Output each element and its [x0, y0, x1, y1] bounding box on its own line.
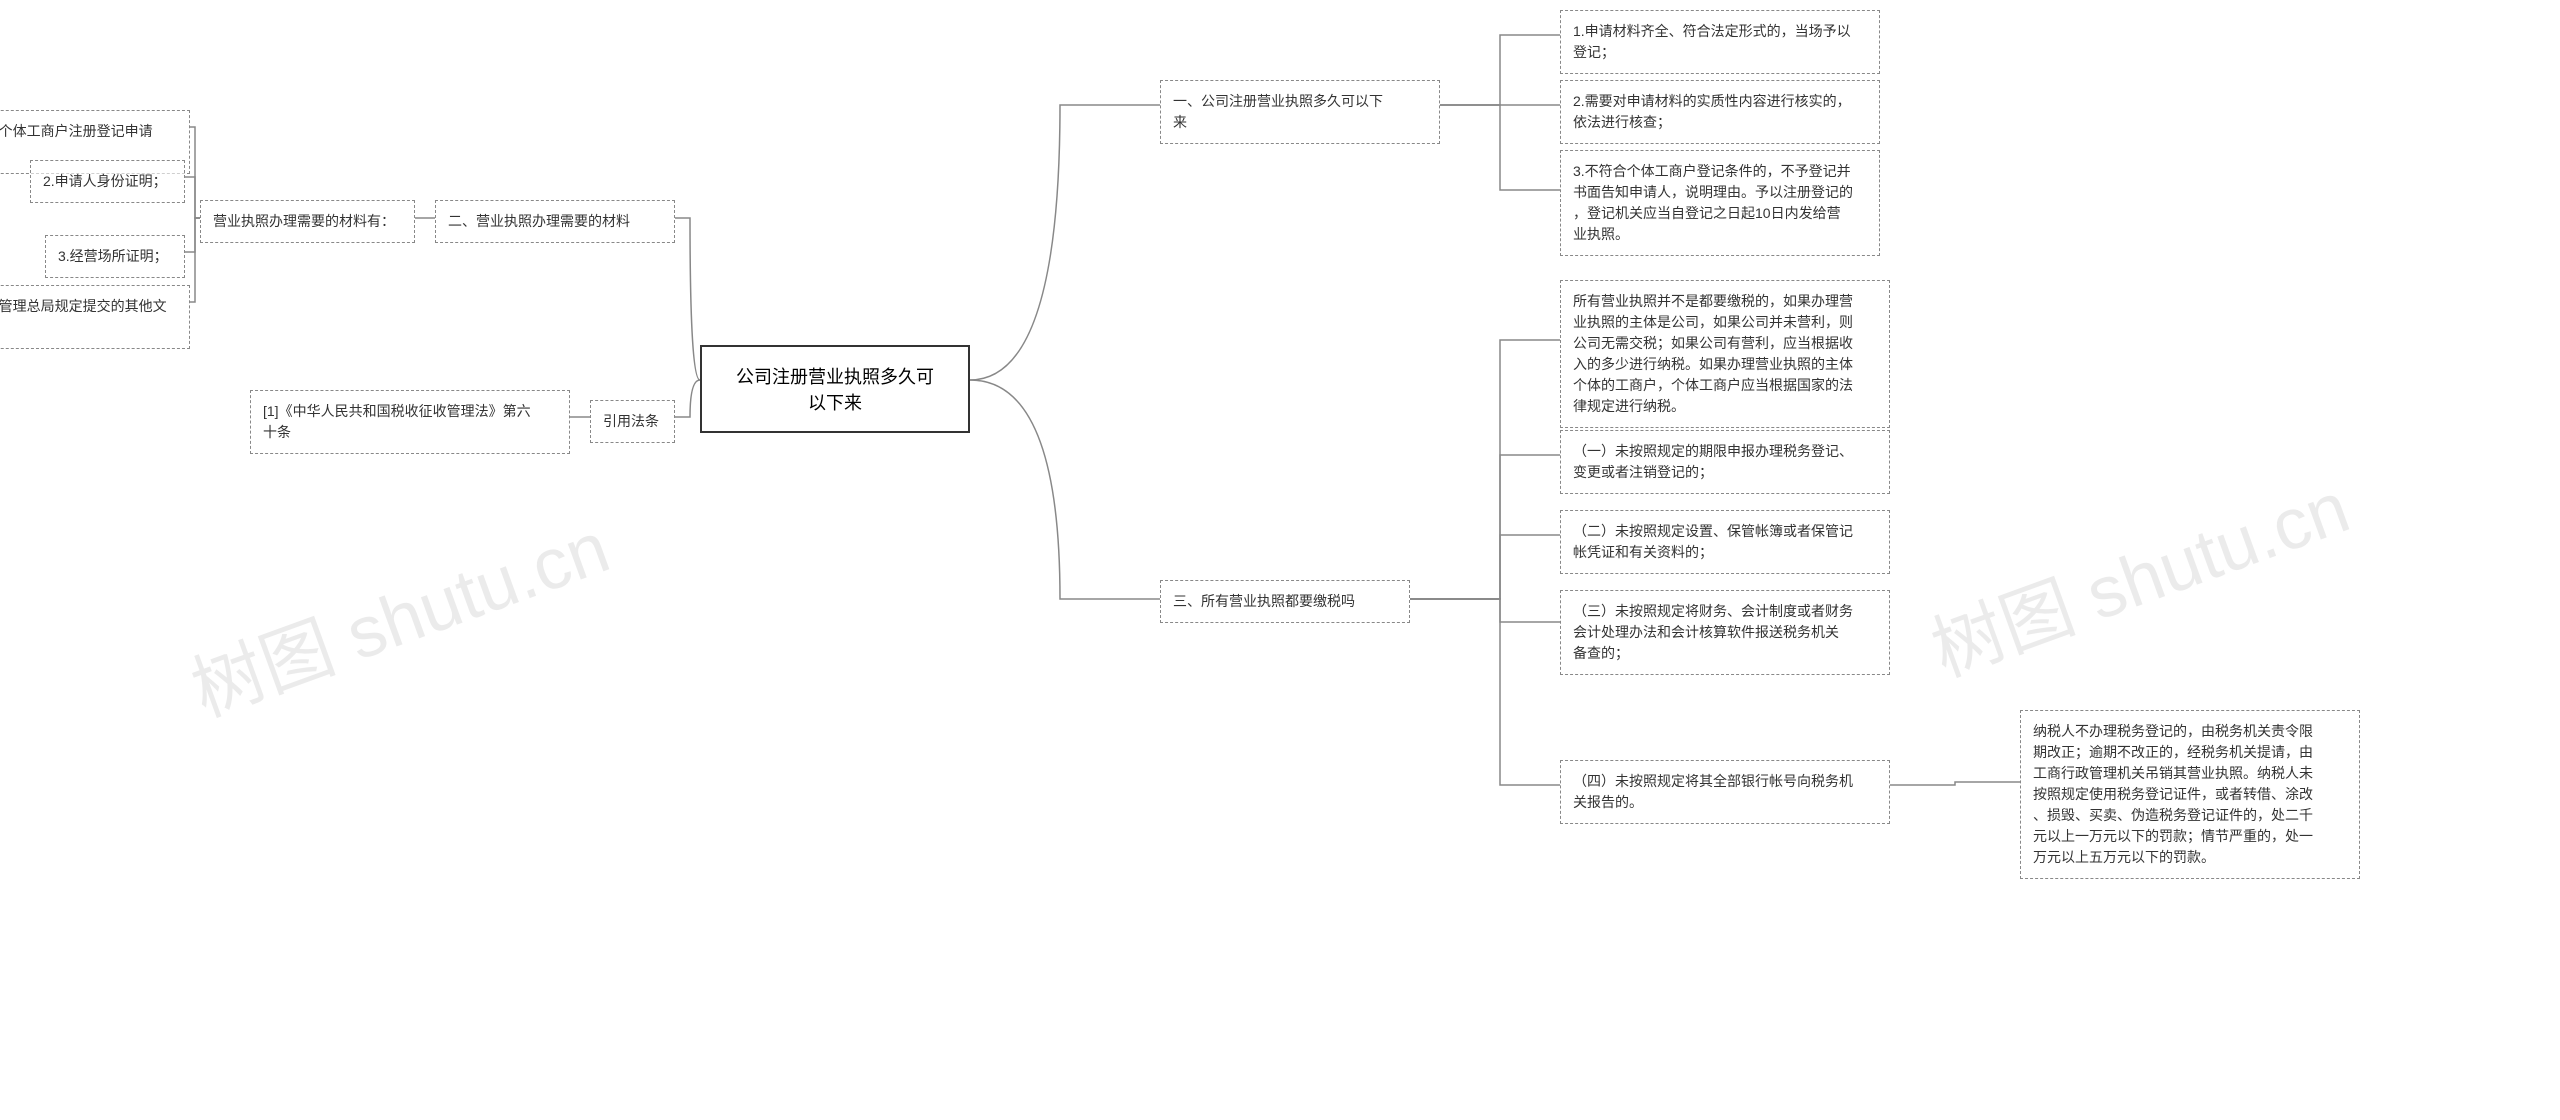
branch-r3-c2: （一）未按照规定的期限申报办理税务登记、 变更或者注销登记的； [1560, 430, 1890, 494]
branch-cite-c1: [1]《中华人民共和国税收征收管理法》第六 十条 [250, 390, 570, 454]
watermark-1: 树图 shutu.cn [175, 489, 621, 737]
branch-l2-c4: 4.国家市场监督管理总局规定提交的其他文件 [0, 285, 190, 349]
branch-r3-c5: （四）未按照规定将其全部银行帐号向税务机 关报告的。 [1560, 760, 1890, 824]
connectors [0, 0, 2560, 1120]
center-label: 公司注册营业执照多久可 以下来 [736, 367, 934, 413]
branch-r3-c5-c1: 纳税人不办理税务登记的，由税务机关责令限 期改正；逾期不改正的，经税务机关提请，… [2020, 710, 2360, 879]
center-node: 公司注册营业执照多久可 以下来 [700, 345, 970, 433]
branch-l2-c2: 2.申请人身份证明； [30, 160, 185, 203]
branch-cite: 引用法条 [590, 400, 675, 443]
branch-r1-c3: 3.不符合个体工商户登记条件的，不予登记并 书面告知申请人，说明理由。予以注册登… [1560, 150, 1880, 256]
branch-r3: 三、所有营业执照都要缴税吗 [1160, 580, 1410, 623]
branch-r1-c2: 2.需要对申请材料的实质性内容进行核实的， 依法进行核查； [1560, 80, 1880, 144]
branch-r3-c3: （二）未按照规定设置、保管帐簿或者保管记 帐凭证和有关资料的； [1560, 510, 1890, 574]
branch-r1: 一、公司注册营业执照多久可以下 来 [1160, 80, 1440, 144]
branch-r3-c4: （三）未按照规定将财务、会计制度或者财务 会计处理办法和会计核算软件报送税务机关… [1560, 590, 1890, 675]
watermark-2: 树图 shutu.cn [1915, 449, 2361, 697]
branch-l2: 二、营业执照办理需要的材料 [435, 200, 675, 243]
branch-l2-sub: 营业执照办理需要的材料有： [200, 200, 415, 243]
branch-l2-c3: 3.经营场所证明； [45, 235, 185, 278]
branch-r3-c1: 所有营业执照并不是都要缴税的，如果办理营 业执照的主体是公司，如果公司并未营利，… [1560, 280, 1890, 428]
branch-r1-c1: 1.申请材料齐全、符合法定形式的，当场予以 登记； [1560, 10, 1880, 74]
